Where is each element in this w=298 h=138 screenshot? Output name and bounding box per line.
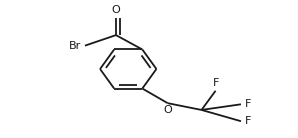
Text: F: F bbox=[244, 99, 251, 109]
Text: O: O bbox=[163, 105, 172, 115]
Text: Br: Br bbox=[69, 41, 81, 51]
Text: F: F bbox=[244, 116, 251, 126]
Text: O: O bbox=[112, 5, 120, 15]
Text: F: F bbox=[212, 78, 219, 88]
